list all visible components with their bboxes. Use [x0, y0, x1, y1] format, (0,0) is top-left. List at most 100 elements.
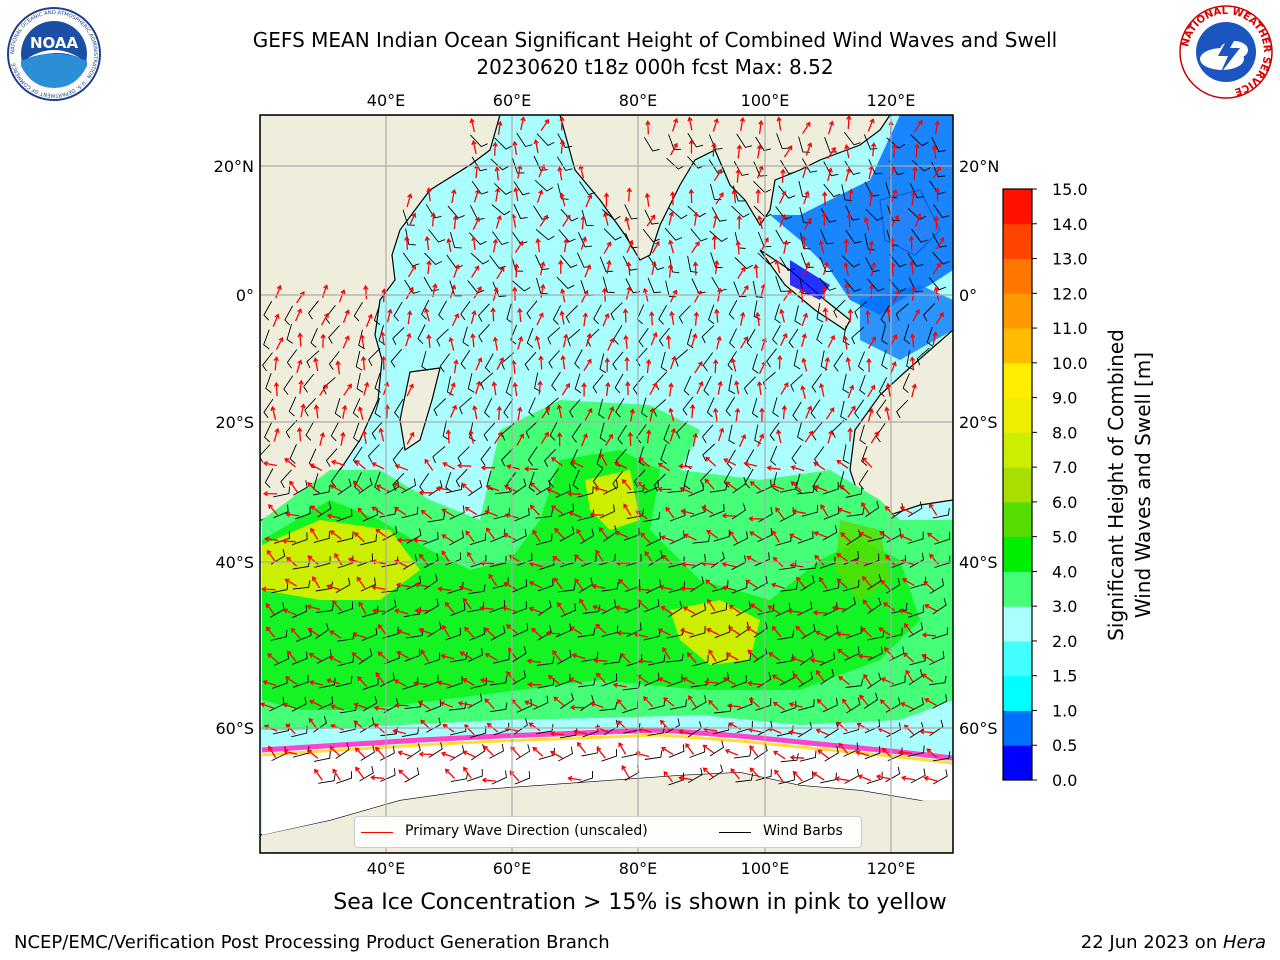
wind-barb — [833, 352, 844, 372]
wind-barb — [909, 183, 925, 199]
wave-direction-arrow — [516, 433, 525, 446]
wave-direction-arrow — [462, 597, 472, 610]
wind-barb — [295, 506, 311, 520]
wave-direction-arrow — [663, 770, 674, 783]
wind-barb — [780, 159, 796, 175]
wave-direction-arrow — [463, 766, 472, 779]
wind-barb — [691, 554, 707, 569]
wave-direction-arrow — [908, 235, 915, 251]
wind-barb — [736, 133, 753, 148]
wind-barb — [819, 556, 836, 569]
colorbar-tick-label: 15.0 — [1052, 180, 1088, 199]
lat-left-label: 20°S — [215, 413, 254, 432]
wind-barb — [284, 305, 293, 326]
wave-direction-arrow — [813, 484, 828, 492]
wind-barb — [907, 745, 925, 757]
wave-direction-arrow — [557, 166, 563, 181]
wave-direction-arrow — [704, 478, 715, 490]
wave-direction-arrow — [796, 576, 806, 589]
wind-barb — [467, 647, 483, 663]
wind-barb — [819, 651, 835, 666]
wave-direction-arrow — [725, 481, 738, 491]
wind-barb — [797, 421, 804, 442]
wave-direction-arrow — [927, 532, 939, 542]
wave-direction-arrow — [730, 768, 740, 780]
wind-barb — [336, 508, 353, 522]
wave-direction-arrow — [607, 337, 615, 351]
wind-barb — [692, 534, 711, 544]
wave-direction-arrow — [313, 404, 320, 419]
wind-barb — [632, 375, 644, 395]
wind-barb — [755, 769, 772, 781]
wind-barb — [844, 646, 860, 661]
wind-barb — [757, 231, 772, 248]
wave-direction-arrow — [570, 460, 584, 468]
wave-direction-arrow — [320, 312, 329, 326]
colorbar-tick-label: 12.0 — [1052, 284, 1088, 303]
wave-direction-arrow — [651, 240, 660, 254]
wind-barb — [636, 424, 647, 444]
wave-direction-arrow — [284, 676, 298, 685]
wind-barb — [687, 133, 704, 148]
wave-direction-arrow — [330, 704, 345, 711]
wave-direction-arrow — [686, 652, 697, 664]
wave-direction-arrow — [815, 669, 825, 682]
wind-barb — [514, 507, 530, 522]
wind-barb — [445, 482, 463, 494]
wave-direction-arrow — [875, 774, 890, 780]
wind-barb — [867, 573, 882, 590]
wind-barb — [501, 352, 515, 370]
wind-barb — [648, 550, 663, 567]
wind-barb — [428, 742, 443, 758]
wave-direction-arrow — [332, 768, 341, 781]
colorbar-tick-label: 8.0 — [1052, 423, 1077, 442]
wave-direction-arrow — [712, 117, 719, 132]
wind-barb — [404, 648, 421, 662]
wind-barb — [822, 697, 838, 713]
wave-direction-arrow — [329, 630, 342, 639]
wave-direction-arrow — [836, 578, 848, 589]
wave-direction-arrow — [424, 458, 434, 471]
wind-barb — [538, 557, 555, 571]
wave-direction-arrow — [329, 484, 343, 493]
wind-barb — [729, 328, 738, 349]
wave-direction-arrow — [898, 608, 913, 615]
wind-barb — [842, 444, 850, 464]
wave-direction-arrow — [813, 531, 828, 538]
wave-direction-arrow — [680, 628, 694, 635]
wind-barb — [423, 276, 439, 292]
wind-barb — [757, 672, 772, 689]
wind-barb — [358, 477, 373, 494]
wave-direction-arrow — [559, 116, 565, 131]
wave-direction-arrow — [670, 142, 678, 156]
wave-direction-arrow — [691, 241, 700, 254]
wind-barb — [470, 134, 488, 148]
wind-barb — [404, 767, 420, 783]
wave-direction-arrow — [646, 429, 652, 444]
wind-barb — [565, 305, 578, 324]
wind-barb — [801, 505, 819, 517]
wind-barb — [536, 724, 554, 735]
wave-direction-arrow — [680, 508, 695, 515]
wave-direction-arrow — [419, 553, 429, 566]
wave-direction-arrow — [890, 215, 899, 228]
wave-direction-arrow — [407, 310, 413, 325]
colorbar-tick-label: 11.0 — [1052, 319, 1088, 338]
wave-direction-arrow — [536, 189, 544, 204]
wind-barb — [666, 674, 683, 687]
wind-barb — [603, 719, 619, 736]
wind-barb — [876, 399, 887, 419]
wind-barb — [353, 422, 360, 443]
wave-direction-arrow — [435, 485, 450, 492]
wind-barb — [337, 601, 354, 615]
wind-barb — [909, 552, 925, 568]
wind-barb — [843, 278, 861, 292]
wind-barb — [703, 375, 712, 396]
wind-barb — [462, 326, 469, 347]
wind-barb — [432, 446, 446, 464]
wave-direction-arrow — [691, 333, 698, 347]
wave-direction-arrow — [845, 167, 852, 182]
wave-direction-arrow — [449, 382, 456, 396]
wind-barb — [643, 599, 660, 613]
wave-direction-arrow — [705, 579, 717, 589]
